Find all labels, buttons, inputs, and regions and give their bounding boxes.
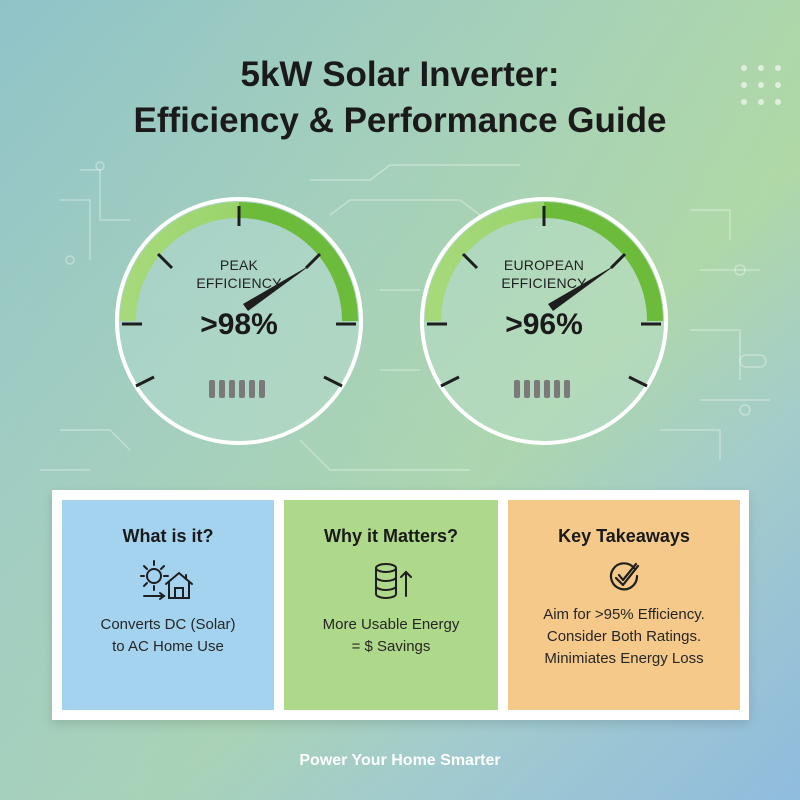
gauge-value: >96%: [505, 308, 583, 341]
card-title: What is it?: [122, 526, 214, 546]
card-description-line: = $ Savings: [351, 638, 431, 655]
gauge-label-line-2: EFFICIENCY: [501, 275, 587, 291]
info-panel: What is it? Converts DC (Solar) t: [52, 490, 749, 720]
check-circle-icon: [609, 562, 640, 591]
card-description-line: Aim for >95% Efficiency.: [543, 606, 705, 623]
gauge-dial-icon: [420, 197, 668, 445]
card-description-line: Consider Both Ratings.: [546, 628, 702, 645]
title-line-2: Efficiency & Performance Guide: [133, 101, 667, 140]
card-key-takeaways: Key Takeaways Aim for >95% Efficiency. C…: [508, 500, 740, 710]
footer-tagline: Power Your Home Smarter: [299, 752, 501, 769]
page-title: 5kW Solar Inverter: Efficiency & Perform…: [0, 52, 800, 144]
card-description: More Usable Energy = $ Savings: [284, 614, 498, 658]
gauge-label-line-1: EUROPEAN: [503, 257, 585, 273]
card-description-line: to AC Home Use: [112, 638, 224, 655]
database-up-arrow-icon: [375, 563, 412, 599]
card-description-line: Converts DC (Solar): [100, 616, 236, 633]
sun-to-house-icon: [140, 560, 193, 600]
title-line-1: 5kW Solar Inverter:: [240, 55, 560, 94]
card-what-is-it: What is it? Converts DC (Solar) t: [62, 500, 274, 710]
card-title: Key Takeaways: [558, 526, 690, 546]
peak-efficiency-gauge: PEAK EFFICIENCY >98%: [114, 196, 364, 446]
card-title: Why it Matters?: [323, 526, 458, 546]
gauge-dial-icon: [115, 197, 363, 445]
gauge-label: PEAK EFFICIENCY: [114, 256, 364, 292]
card-description-line: More Usable Energy: [322, 616, 460, 633]
decorative-dot-grid-icon: [741, 65, 781, 105]
card-description-line: Minimiates Energy Loss: [544, 650, 704, 667]
gauge-label-line-1: PEAK: [219, 257, 259, 273]
card-description: Aim for >95% Efficiency. Consider Both R…: [508, 604, 740, 670]
gauge-label: EUROPEAN EFFICIENCY: [419, 256, 669, 292]
gauge-label-line-2: EFFICIENCY: [196, 275, 282, 291]
gauge-value: >98%: [200, 308, 278, 341]
european-efficiency-gauge: EUROPEAN EFFICIENCY >96%: [419, 196, 669, 446]
card-why-it-matters: Why it Matters? More Usable Energy = $ S…: [284, 500, 498, 710]
card-description: Converts DC (Solar) to AC Home Use: [62, 614, 274, 658]
